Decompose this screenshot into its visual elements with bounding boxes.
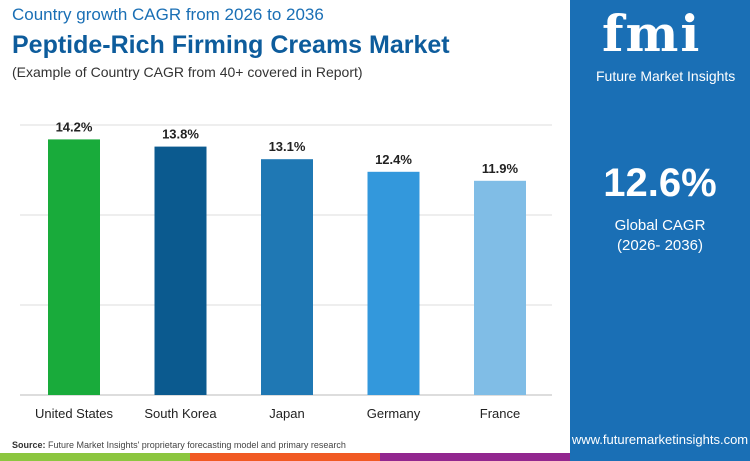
fmi-logo: fmi (602, 4, 702, 63)
data-label: 11.9% (482, 161, 519, 176)
x-tick-label: Germany (367, 406, 421, 421)
stripe-green (0, 453, 190, 461)
website-link[interactable]: www.futuremarketinsights.com (571, 432, 749, 447)
chart-subtitle: Country growth CAGR from 2026 to 2036 (12, 5, 324, 24)
data-label: 14.2% (56, 119, 93, 134)
stripe-orange (190, 453, 380, 461)
bar-south-korea (154, 146, 207, 395)
stripe-blue (570, 453, 750, 461)
global-cagr-value: 12.6% (603, 161, 717, 205)
bar-germany (367, 171, 420, 395)
sidebar: fmi Future Market Insights 12.6% Global … (570, 0, 750, 453)
chart-note: (Example of Country CAGR from 40+ covere… (12, 64, 363, 80)
bar-japan (261, 159, 313, 395)
cagr-label: Global CAGR (614, 217, 706, 234)
bar-chart: 14.2% United States 13.8% South Korea 13.1% J… (20, 119, 552, 421)
global-cagr-label: Global CAGR (2026- 2036) (570, 216, 750, 256)
source-text: Future Market Insights' proprietary fore… (48, 440, 346, 450)
source-label: Source: (12, 440, 46, 450)
data-label: 13.8% (162, 127, 199, 142)
stripe-purple (380, 453, 570, 461)
x-tick-label: United States (35, 406, 114, 421)
x-tick-label: Japan (269, 406, 304, 421)
data-label: 12.4% (375, 152, 412, 167)
logo-text: Future Market Insights (596, 68, 736, 84)
x-tick-label: South Korea (144, 406, 217, 421)
bar-united-states (48, 139, 100, 395)
data-label: 13.1% (269, 139, 306, 154)
x-tick-label: France (480, 406, 520, 421)
bar-france (474, 180, 526, 395)
source-note: Source: Future Market Insights' propriet… (12, 440, 346, 451)
cagr-period: (2026- 2036) (617, 237, 703, 254)
chart-title: Peptide-Rich Firming Creams Market (12, 31, 450, 59)
